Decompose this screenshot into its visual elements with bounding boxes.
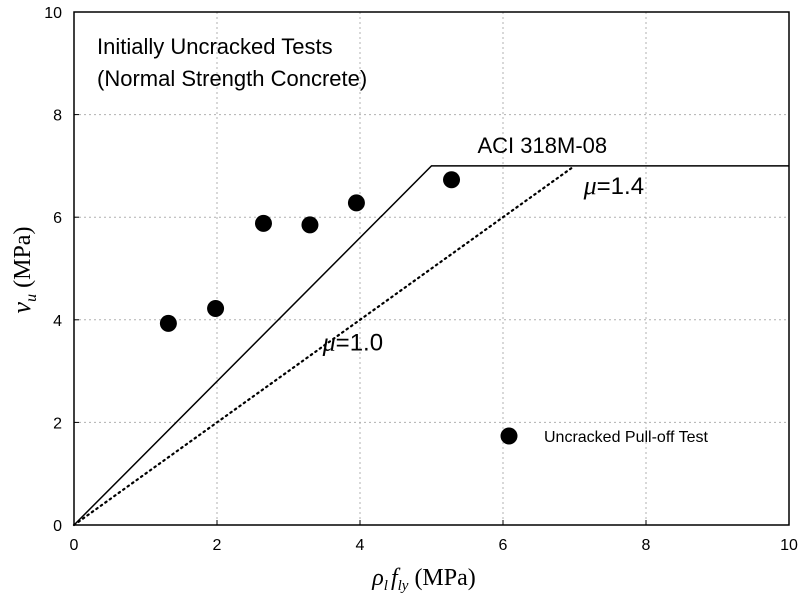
mu-label: μ=1.4 <box>583 171 644 200</box>
x-tick-label: 10 <box>780 537 798 554</box>
x-tick-label: 0 <box>70 537 79 554</box>
annotations: ACI 318M-08μ=1.4μ=1.0 <box>322 133 644 357</box>
solid-line <box>73 165 789 526</box>
y-axis-sub: u <box>23 294 40 302</box>
mu-label: μ=1.0 <box>322 328 383 357</box>
data-point <box>254 214 272 232</box>
y-axis-symbol: v <box>7 301 36 313</box>
title-line-2: (Normal Strength Concrete) <box>97 66 367 91</box>
mu-value: =1.0 <box>336 330 383 357</box>
mu-symbol: μ <box>322 328 336 357</box>
y-tick-label: 10 <box>44 5 62 22</box>
mu-value: =1.4 <box>597 173 644 200</box>
mu-symbol: μ <box>583 171 597 200</box>
legend: Uncracked Pull-off Test <box>500 427 708 446</box>
dotted-line <box>72 164 576 527</box>
data-point <box>207 300 225 318</box>
aci-label: ACI 318M-08 <box>478 133 608 158</box>
x-axis-sub2: ly <box>398 578 409 594</box>
y-tick-label: 6 <box>53 210 62 227</box>
x-tick-label: 4 <box>356 537 365 554</box>
y-tick-label: 0 <box>53 518 62 535</box>
title-line-1: Initially Uncracked Tests <box>97 34 333 59</box>
gridlines <box>74 12 789 525</box>
y-tick-label: 2 <box>53 415 62 432</box>
x-tick-label: 8 <box>642 537 651 554</box>
x-axis-unit: (MPa) <box>414 565 475 591</box>
data-point <box>301 216 319 234</box>
x-axis-label: ρl fly (MPa) <box>371 565 476 594</box>
legend-label: Uncracked Pull-off Test <box>544 429 708 446</box>
plot-frame <box>73 11 790 526</box>
data-point <box>347 194 365 212</box>
x-axis-sub1: l <box>384 578 388 594</box>
x-tick-label: 6 <box>499 537 508 554</box>
data-point <box>159 314 177 332</box>
ticks: 0 2 4 6 8 10 0 2 4 6 8 10 <box>44 5 798 554</box>
y-axis-label: vu (MPa) <box>7 227 40 314</box>
y-axis-unit: (MPa) <box>10 227 36 288</box>
y-tick-label: 8 <box>53 108 62 125</box>
data-points <box>159 171 461 332</box>
legend-marker <box>500 427 518 445</box>
y-tick-label: 4 <box>53 313 62 330</box>
chart-title: Initially Uncracked Tests (Normal Streng… <box>97 34 367 91</box>
x-axis-symbol2: f <box>391 565 401 591</box>
data-point <box>443 171 461 189</box>
x-axis-symbol: ρ <box>371 565 384 591</box>
model-lines <box>72 164 789 527</box>
x-tick-label: 2 <box>213 537 222 554</box>
